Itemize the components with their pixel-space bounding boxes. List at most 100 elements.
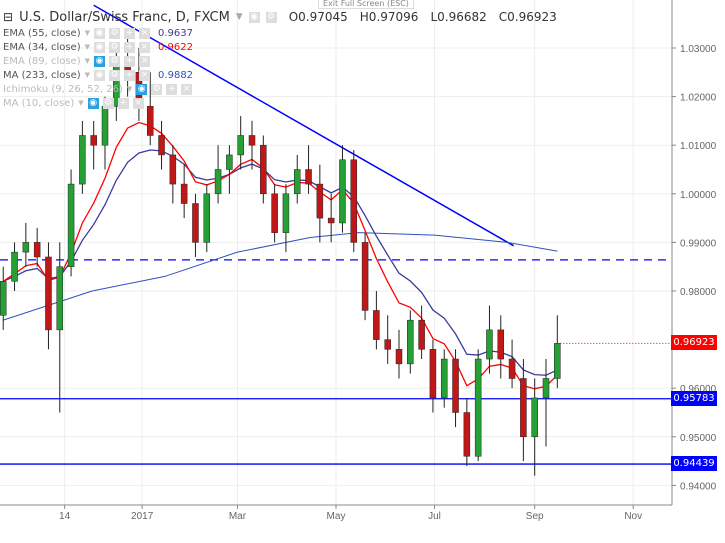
candle-body xyxy=(418,319,425,350)
candle-body xyxy=(22,242,30,253)
candle-body xyxy=(327,217,335,224)
candle-body xyxy=(361,242,369,311)
plus-icon[interactable]: + xyxy=(117,97,129,109)
eye-icon[interactable]: ◉ xyxy=(94,41,105,53)
close-icon[interactable]: × xyxy=(139,69,151,81)
candle-body xyxy=(101,106,109,146)
plus-icon[interactable]: + xyxy=(124,27,135,39)
close-icon[interactable]: × xyxy=(139,55,150,67)
gear-icon[interactable]: ⚙ xyxy=(265,11,277,23)
candle-body xyxy=(508,358,516,379)
candle-body xyxy=(237,135,244,156)
candle-body xyxy=(33,242,41,258)
chevron-down-icon[interactable]: ▼ xyxy=(84,71,91,79)
candle-body xyxy=(429,349,437,399)
indicator-label: EMA (34, close) xyxy=(3,41,81,53)
close-icon[interactable]: × xyxy=(139,27,150,39)
candle-body xyxy=(192,203,199,243)
chevron-down-icon[interactable]: ▼ xyxy=(126,85,133,93)
candle-body xyxy=(282,193,290,233)
gear-icon[interactable]: ⚙ xyxy=(109,55,120,67)
plus-icon[interactable]: + xyxy=(124,69,136,81)
exit-fullscreen-tooltip: Exit Full Screen (ESC) xyxy=(318,0,414,9)
indicator-row[interactable]: MA (233, close) ▼ ◉ ⚙ + × 0.9882 xyxy=(3,68,557,82)
chevron-down-icon[interactable]: ▼ xyxy=(84,57,90,65)
candle-body xyxy=(463,412,471,457)
gear-icon[interactable]: ⚙ xyxy=(109,27,120,39)
chevron-down-icon[interactable]: ▼ xyxy=(84,29,90,37)
candle-body xyxy=(373,310,380,340)
y-tick-label: 1.01000 xyxy=(680,141,717,152)
eye-icon[interactable]: ◉ xyxy=(248,11,260,23)
gear-icon[interactable]: ⚙ xyxy=(102,97,114,109)
ohlc-close: C0.96923 xyxy=(498,10,557,24)
y-tick-label: 1.02000 xyxy=(680,93,717,104)
ohlc-open: O0.97045 xyxy=(288,10,348,24)
candle-body xyxy=(226,154,233,170)
indicator-label: MA (10, close) xyxy=(3,97,75,109)
candle-body xyxy=(67,183,75,267)
y-tick-label: 0.95000 xyxy=(680,433,717,444)
candle-body xyxy=(260,144,267,195)
candle-body xyxy=(293,169,301,195)
candle-body xyxy=(305,169,312,185)
x-tick-label: Mar xyxy=(229,511,247,522)
candle-body xyxy=(180,183,188,204)
candle-body xyxy=(531,397,538,438)
candle-body xyxy=(486,329,493,360)
close-icon[interactable]: × xyxy=(181,83,193,95)
indicator-label: MA (233, close) xyxy=(3,69,81,81)
candle-body xyxy=(542,378,550,399)
trend-line xyxy=(93,4,515,247)
x-tick-label: Jul xyxy=(428,511,441,522)
support1-price-label: 0.95783 xyxy=(671,391,717,406)
indicator-row[interactable]: EMA (89, close) ▼ ◉ ⚙ + × xyxy=(3,54,557,68)
gear-icon[interactable]: ⚙ xyxy=(151,83,163,95)
chevron-down-icon[interactable]: ▼ xyxy=(235,12,243,22)
ma233-line xyxy=(3,232,558,321)
plus-icon[interactable]: + xyxy=(166,83,178,95)
indicator-row[interactable]: MA (10, close) ▼ ◉ ⚙ + × xyxy=(3,96,557,110)
gear-icon[interactable]: ⚙ xyxy=(109,41,120,53)
y-tick-label: 0.99000 xyxy=(680,238,717,249)
eye-icon[interactable]: ◉ xyxy=(136,83,148,95)
y-tick-label: 1.00000 xyxy=(680,190,717,201)
candle-body xyxy=(384,339,391,350)
indicator-value: 0.9882 xyxy=(158,69,194,81)
chevron-down-icon[interactable]: ▼ xyxy=(84,43,90,51)
candle-body xyxy=(11,251,18,282)
indicator-label: EMA (55, close) xyxy=(3,27,81,39)
plus-icon[interactable]: + xyxy=(124,41,135,53)
gear-icon[interactable]: ⚙ xyxy=(109,69,121,81)
candle-body xyxy=(271,193,278,233)
chevron-down-icon[interactable]: ▼ xyxy=(78,99,84,107)
symbol-title: U.S. Dollar/Swiss Franc, D, FXCM xyxy=(19,9,230,25)
close-icon[interactable]: × xyxy=(132,97,144,109)
eye-icon[interactable]: ◉ xyxy=(94,55,105,67)
y-tick-label: 0.98000 xyxy=(680,287,717,298)
ohlc-high: H0.97096 xyxy=(359,10,419,24)
indicator-value: 0.9622 xyxy=(158,41,193,53)
candle-body xyxy=(395,349,403,365)
plus-icon[interactable]: + xyxy=(124,55,135,67)
candle-body xyxy=(407,319,414,365)
indicator-row[interactable]: Ichimoku (9, 26, 52, 26) ▼ ◉ ⚙ + × xyxy=(3,82,557,96)
indicator-row[interactable]: EMA (55, close) ▼ ◉ ⚙ + × 0.9637 xyxy=(3,26,557,40)
candle-body xyxy=(248,135,256,146)
last-price-label: 0.96923 xyxy=(671,335,717,350)
close-icon[interactable]: × xyxy=(139,41,150,53)
x-tick-label: 2017 xyxy=(131,511,154,522)
ohlc-low: L0.96682 xyxy=(430,10,487,24)
eye-icon[interactable]: ◉ xyxy=(94,69,106,81)
support2-price-label: 0.94439 xyxy=(671,456,717,471)
candle-body xyxy=(520,378,527,438)
eye-icon[interactable]: ◉ xyxy=(87,97,99,109)
indicator-row[interactable]: EMA (34, close) ▼ ◉ ⚙ + × 0.9622 xyxy=(3,40,557,54)
candle-body xyxy=(350,159,358,243)
x-tick-label: Sep xyxy=(526,511,544,522)
candle-body xyxy=(56,266,64,331)
collapse-icon[interactable]: ⊟ xyxy=(3,10,14,24)
eye-icon[interactable]: ◉ xyxy=(94,27,105,39)
